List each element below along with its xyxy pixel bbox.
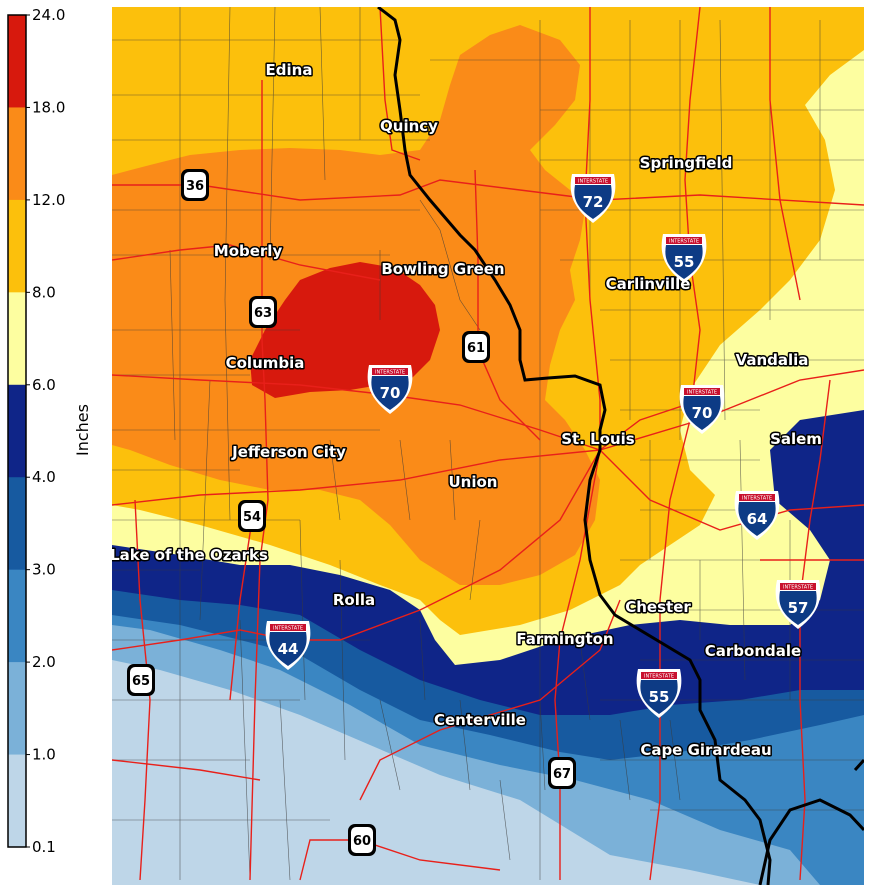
svg-text:72: 72	[583, 193, 604, 211]
us-route-shield-67: 67	[548, 757, 576, 789]
city-label-centerville: Centerville	[434, 711, 526, 729]
us-route-shields: 36 63 61 54 65 67 60	[127, 169, 576, 856]
legend-band-7	[8, 662, 26, 756]
interstate-shield-72: INTERSTATE 72	[570, 174, 616, 223]
svg-text:60: 60	[353, 834, 371, 849]
legend-tick-label: 3.0	[32, 561, 56, 579]
interstate-shield-44: INTERSTATE 44	[265, 621, 311, 670]
city-label-carbondale: Carbondale	[705, 642, 801, 660]
legend-band-1	[8, 107, 26, 201]
legend-tick-label: 1.0	[32, 746, 56, 764]
legend-tick-label: 6.0	[32, 376, 56, 394]
city-labels: Edina Quincy Springfield Moberly Bowling…	[112, 60, 823, 761]
svg-text:INTERSTATE: INTERSTATE	[644, 674, 674, 680]
svg-text:55: 55	[674, 253, 695, 271]
svg-text:57: 57	[788, 599, 809, 617]
city-label-rolla: Rolla	[333, 591, 375, 609]
svg-text:64: 64	[747, 510, 768, 528]
legend-tick-label: 8.0	[32, 283, 56, 301]
svg-text:INTERSTATE: INTERSTATE	[578, 179, 608, 185]
city-label-st-louis: St. Louis	[561, 430, 635, 448]
svg-text:INTERSTATE: INTERSTATE	[687, 390, 717, 396]
legend-band-3	[8, 292, 26, 386]
city-label-vandalia: Vandalia	[736, 351, 809, 369]
svg-text:44: 44	[278, 640, 299, 658]
us-route-shield-60: 60	[348, 824, 376, 856]
legend-title: Inches	[73, 404, 92, 456]
svg-text:INTERSTATE: INTERSTATE	[375, 370, 405, 376]
legend-band-5	[8, 477, 26, 571]
interstate-shield-57: INTERSTATE 57	[775, 580, 821, 629]
legend-band-8	[8, 754, 26, 848]
color-scale-legend: 24.0 18.0 12.0 8.0 6.0 4.0 3.0 2.0 1.0 0.1 Inches	[7, 6, 92, 856]
interstate-shield-70: INTERSTATE 70	[679, 385, 725, 434]
city-label-salem: Salem	[770, 430, 822, 448]
city-label-cape-girardeau: Cape Girardeau	[640, 741, 771, 759]
city-label-springfield: Springfield	[640, 154, 733, 172]
us-route-shield-65: 65	[127, 664, 155, 696]
svg-text:54: 54	[243, 510, 261, 525]
city-label-chester: Chester	[625, 598, 691, 616]
legend-color-bands	[8, 15, 26, 848]
svg-text:INTERSTATE: INTERSTATE	[669, 239, 699, 245]
svg-text:65: 65	[132, 674, 150, 689]
snowfall-map: Edina Quincy Springfield Moberly Bowling…	[112, 7, 864, 885]
legend-bar-frame	[7, 14, 27, 848]
legend-tick-label: 2.0	[32, 653, 56, 671]
us-route-shield-54: 54	[238, 500, 266, 532]
svg-text:63: 63	[254, 306, 272, 321]
legend-tick-label: 0.1	[32, 838, 56, 856]
interstate-shield-70: INTERSTATE 70	[367, 365, 413, 414]
interstate-shield-55: INTERSTATE 55	[636, 669, 682, 718]
svg-text:INTERSTATE: INTERSTATE	[273, 626, 303, 632]
city-label-quincy: Quincy	[380, 117, 438, 135]
svg-text:67: 67	[553, 767, 571, 782]
city-label-columbia: Columbia	[226, 354, 305, 372]
city-label-farmington: Farmington	[516, 630, 613, 648]
svg-text:70: 70	[692, 404, 713, 422]
svg-text:61: 61	[467, 341, 485, 356]
city-label-carlinville: Carlinville	[606, 275, 691, 293]
legend-tick-label: 12.0	[32, 191, 65, 209]
city-label-moberly: Moberly	[214, 242, 283, 260]
legend-band-0	[8, 15, 26, 108]
legend-band-6	[8, 569, 26, 663]
legend-tick-label: 4.0	[32, 468, 56, 486]
highway-network	[112, 7, 864, 881]
svg-text:INTERSTATE: INTERSTATE	[783, 585, 813, 591]
us-route-shield-63: 63	[249, 296, 277, 328]
city-label-bowling-green: Bowling Green	[381, 260, 504, 278]
legend-tick-label: 18.0	[32, 98, 65, 116]
legend-band-2	[8, 199, 26, 293]
svg-text:36: 36	[186, 179, 204, 194]
us-route-shield-61: 61	[462, 331, 490, 363]
legend-tick-label: 24.0	[32, 6, 65, 24]
interstate-shields: INTERSTATE 72 INTERSTATE 55 INTERSTATE 7…	[265, 174, 821, 718]
band-18-24	[250, 262, 440, 398]
interstate-shield-55: INTERSTATE 55	[661, 234, 707, 283]
legend-band-4	[8, 384, 26, 478]
svg-text:INTERSTATE: INTERSTATE	[742, 496, 772, 502]
city-label-lake-of-the-ozarks: Lake of the Ozarks	[112, 546, 268, 564]
rivers	[377, 7, 864, 885]
interstate-shield-64: INTERSTATE 64	[734, 491, 780, 540]
svg-text:55: 55	[649, 688, 670, 706]
city-label-jefferson-city: Jefferson City	[231, 443, 346, 461]
svg-text:70: 70	[380, 384, 401, 402]
city-label-edina: Edina	[266, 61, 313, 79]
us-route-shield-36: 36	[181, 169, 209, 201]
legend-tick-labels: 24.0 18.0 12.0 8.0 6.0 4.0 3.0 2.0 1.0 0.1	[26, 6, 65, 856]
city-label-union: Union	[449, 473, 498, 491]
